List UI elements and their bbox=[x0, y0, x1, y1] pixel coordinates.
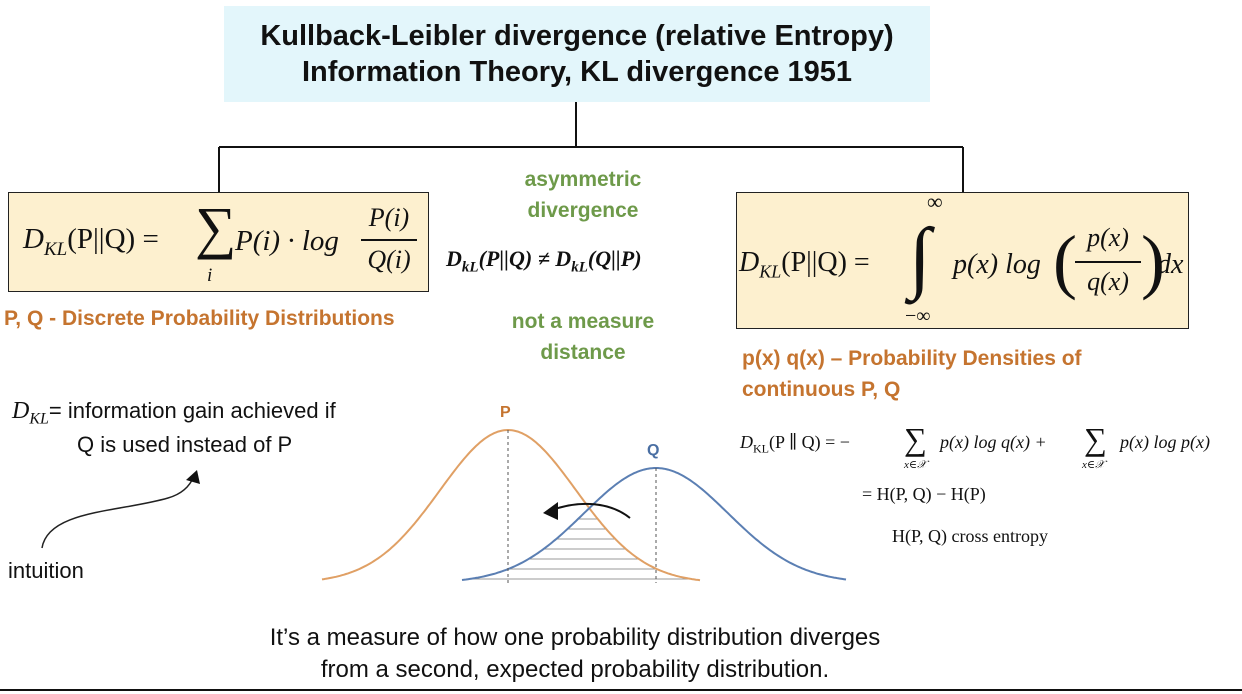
continuous-caption-line-1: p(x) q(x) – Probability Densities of bbox=[742, 347, 1082, 370]
integral-lower-limit: −∞ bbox=[905, 305, 931, 327]
sum-symbol: ∑ bbox=[195, 195, 237, 260]
sum-index-1: x∈𝒳 bbox=[904, 459, 927, 471]
title-line-1: Kullback-Leibler divergence (relative En… bbox=[260, 20, 894, 52]
not-distance-line-1: not a measure bbox=[511, 310, 655, 333]
asymmetric-label: asymmetric divergence bbox=[483, 164, 683, 226]
bottom-caption-line-1: It’s a measure of how one probability di… bbox=[269, 624, 881, 651]
info-gain-line-2: Q is used instead of P bbox=[77, 432, 293, 457]
integral-symbol: ∫ bbox=[909, 213, 931, 301]
sum-symbol-2: ∑ bbox=[1084, 421, 1107, 457]
dkl-args: (P||Q) = bbox=[67, 223, 159, 255]
dkl-subscript: KL bbox=[43, 238, 68, 260]
not-distance-line-2: distance bbox=[540, 341, 626, 364]
right-paren: ) bbox=[1141, 221, 1165, 301]
sum-term: P(i) · log bbox=[235, 225, 339, 257]
sum-index: i bbox=[207, 265, 213, 286]
left-paren: ( bbox=[1053, 221, 1077, 301]
asymmetric-line-2: divergence bbox=[527, 199, 639, 222]
fraction-numerator: p(x) bbox=[1087, 223, 1129, 252]
title-box: Kullback-Leibler divergence (relative En… bbox=[224, 6, 930, 102]
bottom-caption-line-2: from a second, expected probability dist… bbox=[320, 656, 830, 683]
shift-arrowhead bbox=[543, 502, 558, 520]
sum-term-1: p(x) log q(x) + bbox=[940, 432, 1047, 452]
fraction-bar bbox=[361, 239, 417, 241]
continuous-caption: p(x) q(x) – Probability Densities of con… bbox=[742, 343, 1082, 405]
bottom-rule bbox=[0, 689, 1242, 691]
info-gain-line-1: DKL= information gain achieved if bbox=[12, 398, 336, 428]
asymmetric-line-1: asymmetric bbox=[524, 168, 642, 191]
fraction-denominator: q(x) bbox=[1087, 267, 1129, 296]
cross-entropy-row-1: DKL(P ∥ Q) = − bbox=[740, 432, 850, 456]
dkl-subscript: KL bbox=[759, 261, 782, 282]
cross-entropy-row-3: H(P, Q) cross entropy bbox=[892, 526, 1048, 546]
not-distance-label: not a measure distance bbox=[483, 306, 683, 368]
sum-term-2: p(x) log p(x) bbox=[1120, 432, 1210, 452]
p-curve bbox=[321, 428, 701, 582]
continuous-kl-formula: DKL(P||Q) = ∞ ∫ −∞ p(x) log ( p(x) q(x) … bbox=[736, 189, 1189, 329]
bottom-caption: It’s a measure of how one probability di… bbox=[0, 622, 1150, 686]
q-curve-label: Q bbox=[647, 442, 660, 459]
continuous-caption-line-2: continuous P, Q bbox=[742, 378, 901, 401]
dkl-args: (P||Q) = bbox=[781, 247, 870, 278]
discrete-kl-formula: DKL(P||Q) = ∑ i P(i) · log P(i) Q(i) bbox=[8, 192, 429, 292]
fraction-bar bbox=[1075, 261, 1141, 263]
intuition-label: intuition bbox=[8, 558, 84, 583]
discrete-caption: P, Q - Discrete Probability Distribution… bbox=[4, 307, 395, 330]
integral-term: p(x) log bbox=[953, 249, 1041, 280]
p-curve-label: P bbox=[500, 404, 511, 421]
fraction-denominator: Q(i) bbox=[367, 245, 411, 274]
title-line-2: Information Theory, KL divergence 1951 bbox=[301, 56, 853, 88]
sum-index-2: x∈𝒳 bbox=[1082, 459, 1105, 471]
dkl-symbol: D bbox=[23, 223, 44, 255]
asymmetry-inequality: DkL(P||Q) ≠ DkL(Q||P) bbox=[446, 246, 642, 276]
dx-term: dx bbox=[1157, 249, 1184, 280]
shift-arrow bbox=[551, 502, 631, 519]
sum-symbol-1: ∑ bbox=[904, 421, 927, 457]
dkl-symbol: D bbox=[739, 247, 760, 278]
integral-upper-limit: ∞ bbox=[927, 189, 943, 214]
q-curve bbox=[461, 467, 847, 581]
overlap-hatching bbox=[470, 518, 691, 580]
fraction-numerator: P(i) bbox=[368, 203, 410, 232]
cross-entropy-row-2: = H(P, Q) − H(P) bbox=[862, 484, 986, 504]
